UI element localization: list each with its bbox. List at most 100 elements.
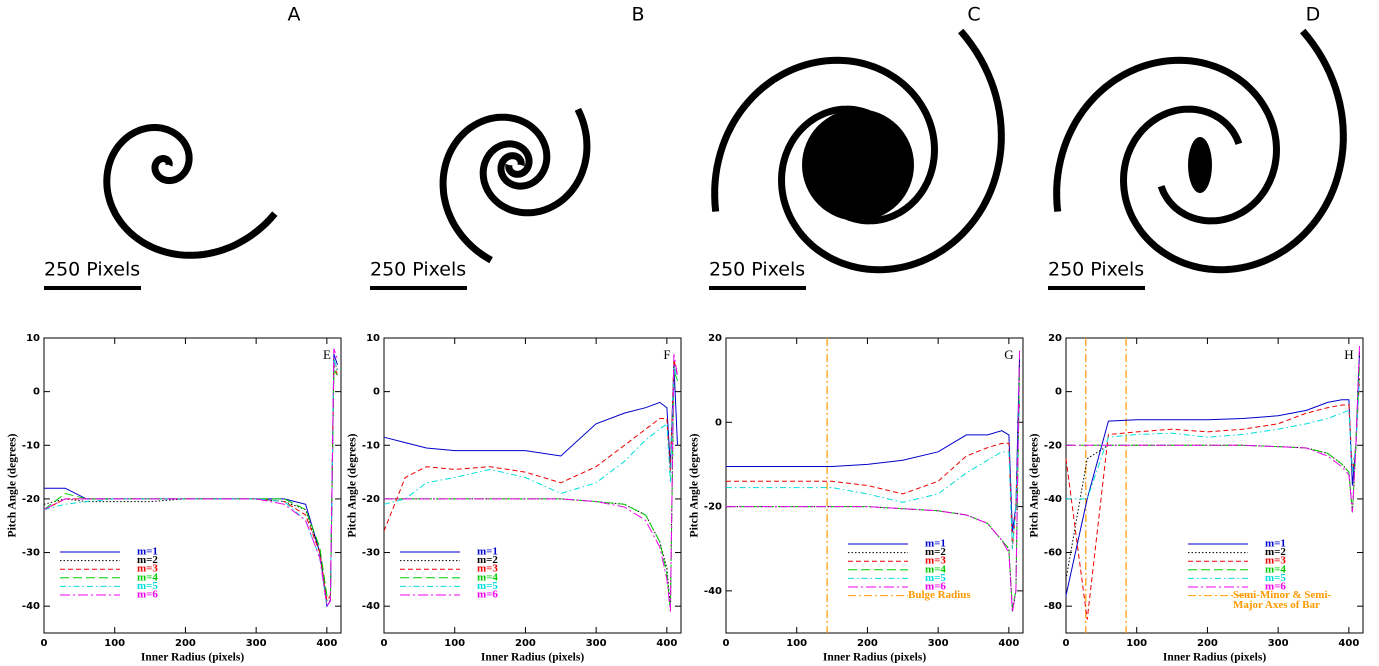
- x-tick-label: 0: [381, 638, 388, 649]
- legend-label: m=3: [925, 555, 946, 567]
- x-tick-label: 100: [104, 638, 125, 649]
- series-line: [1065, 351, 1360, 596]
- series-line: [43, 368, 338, 596]
- legend-label: m=6: [1265, 581, 1286, 593]
- scale-label: 250 Pixels: [370, 259, 466, 281]
- y-tick-label: 20: [1048, 333, 1062, 344]
- legend-label: m=3: [477, 563, 498, 575]
- legend-label: m=6: [925, 581, 946, 593]
- plot-frame: [43, 337, 342, 634]
- x-tick-label: 0: [723, 638, 730, 649]
- legend-label: m=2: [477, 554, 498, 566]
- y-axis-label: Pitch Angle (degrees): [689, 433, 701, 537]
- y-tick-label: 10: [26, 333, 40, 344]
- x-tick-label: 300: [246, 638, 267, 649]
- series-line: [1065, 351, 1360, 580]
- x-tick-label: 300: [1268, 638, 1289, 649]
- y-tick-label: -10: [22, 440, 40, 451]
- y-tick-label: -40: [1044, 494, 1062, 505]
- legend-label: m=4: [1265, 563, 1286, 575]
- series-line: [383, 359, 678, 532]
- y-tick-label: -20: [22, 494, 40, 505]
- legend-label: m=1: [1265, 538, 1286, 550]
- series-line: [1066, 364, 1360, 513]
- x-tick-label: 400: [1338, 638, 1359, 649]
- y-axis-label: Pitch Angle (degrees): [1029, 433, 1041, 537]
- y-tick-label: -20: [362, 494, 380, 505]
- x-tick-label: 100: [1126, 638, 1147, 649]
- legend-label: Bulge Radius: [908, 589, 971, 601]
- x-tick-label: 0: [1063, 638, 1070, 649]
- legend-label: m=2: [137, 554, 158, 566]
- series-line: [43, 348, 338, 608]
- legend-label: m=5: [925, 572, 946, 584]
- legend-label: m=4: [137, 571, 158, 583]
- y-axis-label: Pitch Angle (degrees): [7, 433, 19, 537]
- scale-label: 250 Pixels: [1048, 259, 1144, 281]
- y-tick-label: -40: [704, 586, 722, 597]
- series-line: [43, 364, 338, 603]
- panel-label: D: [1306, 4, 1321, 26]
- series-line: [726, 359, 1020, 612]
- x-tick-label: 200: [175, 638, 196, 649]
- y-tick-label: -60: [1044, 548, 1062, 559]
- x-axis-label: Inner Radius (pixels): [481, 652, 584, 664]
- scale-label: 250 Pixels: [44, 259, 140, 281]
- legend-label: m=1: [137, 546, 158, 558]
- series-line: [1065, 378, 1360, 620]
- x-axis-label: Inner Radius (pixels): [823, 652, 926, 664]
- series-line: [44, 353, 338, 608]
- x-tick-label: 200: [857, 638, 878, 649]
- legend-label: m=2: [925, 546, 946, 558]
- x-tick-label: 300: [586, 638, 607, 649]
- series-line: [384, 363, 678, 607]
- series-line: [726, 401, 1020, 549]
- y-tick-label: 0: [1055, 387, 1062, 398]
- series-line: [383, 364, 678, 467]
- x-tick-label: 200: [515, 638, 536, 649]
- y-tick-label: -20: [1044, 440, 1062, 451]
- y-tick-label: 10: [366, 333, 380, 344]
- spiral-arm: [1119, 28, 1347, 274]
- legend-label: m=5: [1265, 572, 1286, 584]
- y-tick-label: 20: [708, 333, 722, 344]
- panel-label: B: [631, 4, 644, 26]
- plot-frame: [383, 337, 682, 634]
- bar: [1188, 137, 1212, 193]
- y-tick-label: -80: [1044, 601, 1062, 612]
- series-line: [726, 359, 1020, 532]
- y-tick-label: -30: [362, 548, 380, 559]
- panel-label: H: [1344, 347, 1353, 362]
- panel-label: A: [288, 4, 301, 26]
- x-tick-label: 400: [316, 638, 337, 649]
- series-line: [726, 401, 1020, 549]
- x-tick-label: 400: [656, 638, 677, 649]
- y-tick-label: 0: [373, 387, 380, 398]
- series-line: [1066, 378, 1360, 500]
- legend-label: Major Axes of Bar: [1233, 599, 1320, 611]
- panel-label: F: [663, 347, 670, 362]
- y-tick-label: -10: [362, 440, 380, 451]
- spiral-arm: [479, 107, 591, 217]
- legend-label: m=3: [1265, 555, 1286, 567]
- legend-label: m=5: [477, 580, 498, 592]
- x-tick-label: 400: [998, 638, 1019, 649]
- y-axis-label: Pitch Angle (degrees): [347, 433, 359, 537]
- series-line: [384, 370, 678, 612]
- legend-label: m=1: [925, 538, 946, 550]
- y-tick-label: -40: [362, 601, 380, 612]
- series-line: [1066, 345, 1360, 513]
- series-line: [726, 350, 1020, 612]
- legend-label: m=6: [137, 589, 158, 601]
- x-tick-label: 100: [444, 638, 465, 649]
- y-tick-label: -30: [22, 548, 40, 559]
- legend-label: m=4: [925, 563, 946, 575]
- x-tick-label: 0: [41, 638, 48, 649]
- series-line: [384, 354, 678, 612]
- y-tick-label: 0: [33, 387, 40, 398]
- x-axis-label: Inner Radius (pixels): [141, 652, 244, 664]
- spiral-image: [103, 124, 278, 259]
- y-tick-label: -20: [704, 502, 722, 513]
- series-line: [43, 359, 338, 602]
